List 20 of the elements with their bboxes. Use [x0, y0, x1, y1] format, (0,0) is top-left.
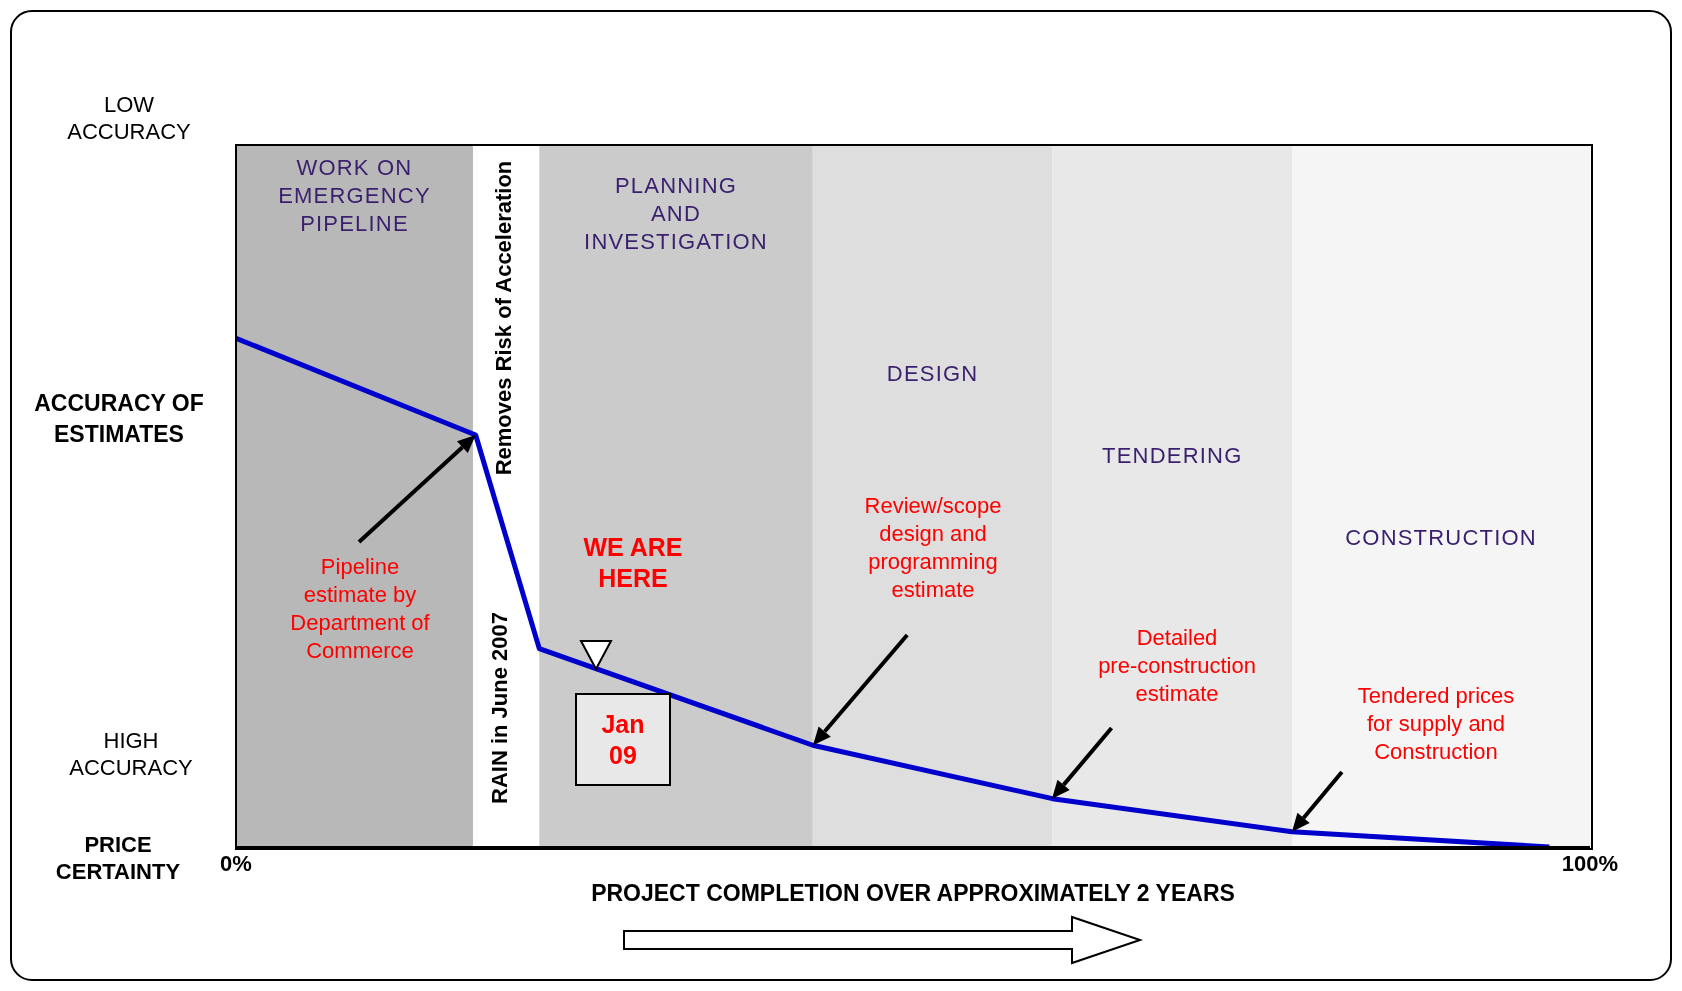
y-axis-title: ACCURACY OF ESTIMATES — [33, 389, 205, 449]
annotation: Removes Risk of Acceleration — [491, 159, 517, 478]
x-tick-label: 0% — [220, 850, 252, 876]
x-tick-label: 100% — [1561, 850, 1619, 876]
band-label: DESIGN — [885, 360, 980, 388]
text: HIGH ACCURACY — [68, 727, 194, 781]
annotation: WE ARE HERE — [582, 532, 684, 594]
annotation: Detailed pre-construction estimate — [1097, 624, 1257, 708]
annotation: RAIN in June 2007 — [487, 611, 513, 806]
annotation: Pipeline estimate by Department of Commerce — [289, 553, 431, 663]
annotation: Review/scope design and programming estimate — [863, 492, 1003, 604]
band-label: WORK ON EMERGENCY PIPELINE — [277, 154, 432, 238]
x-axis-title: PROJECT COMPLETION OVER APPROXIMATELY 2 YEARS — [590, 880, 1236, 907]
text: LOW ACCURACY — [66, 91, 192, 145]
text: PRICE CERTAINTY — [55, 832, 181, 884]
annotation: Tendered prices for supply and Construction — [1356, 682, 1516, 766]
band-label: CONSTRUCTION — [1344, 524, 1538, 552]
band-label: TENDERING — [1101, 442, 1244, 470]
annotation: Jan 09 — [601, 708, 645, 771]
band-label: PLANNING AND INVESTIGATION — [583, 172, 769, 256]
